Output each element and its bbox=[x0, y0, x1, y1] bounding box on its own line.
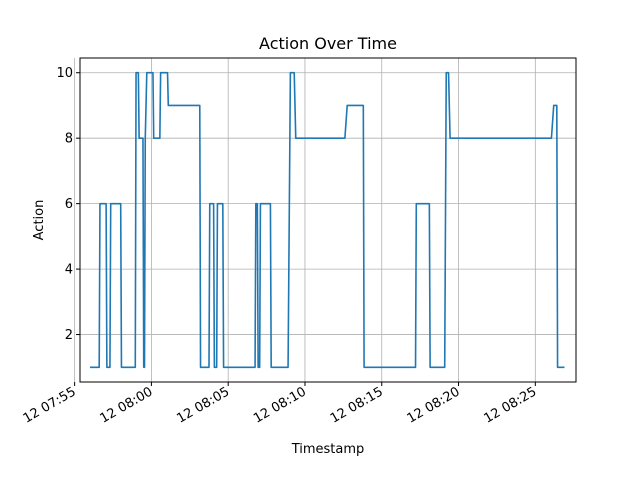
x-tick-label: 12 07:55 bbox=[21, 384, 79, 426]
x-tick-label: 12 08:00 bbox=[98, 384, 156, 426]
x-tick-label: 12 08:10 bbox=[251, 384, 309, 426]
y-tick-label: 10 bbox=[56, 66, 73, 81]
x-axis-label: Timestamp bbox=[291, 442, 365, 457]
plot-frame bbox=[79, 57, 577, 383]
series-line bbox=[89, 71, 565, 369]
x-tick-label: 12 08:25 bbox=[481, 384, 539, 426]
x-tick-label: 12 08:05 bbox=[174, 384, 232, 426]
y-tick-label: 4 bbox=[65, 263, 73, 278]
chart-title: Action Over Time bbox=[259, 34, 397, 53]
ticks: 12 07:55 12 08:00 12 08:05 12 08:10 12 08:15… bbox=[21, 66, 540, 426]
x-tick-label: 12 08:15 bbox=[328, 384, 386, 426]
x-tick-label: 12 08:20 bbox=[405, 384, 463, 426]
y-tick-label: 8 bbox=[65, 132, 73, 147]
y-tick-label: 2 bbox=[65, 328, 73, 343]
y-axis-label: Action bbox=[32, 200, 47, 241]
y-tick-label: 6 bbox=[65, 197, 73, 212]
grid bbox=[74, 58, 576, 382]
